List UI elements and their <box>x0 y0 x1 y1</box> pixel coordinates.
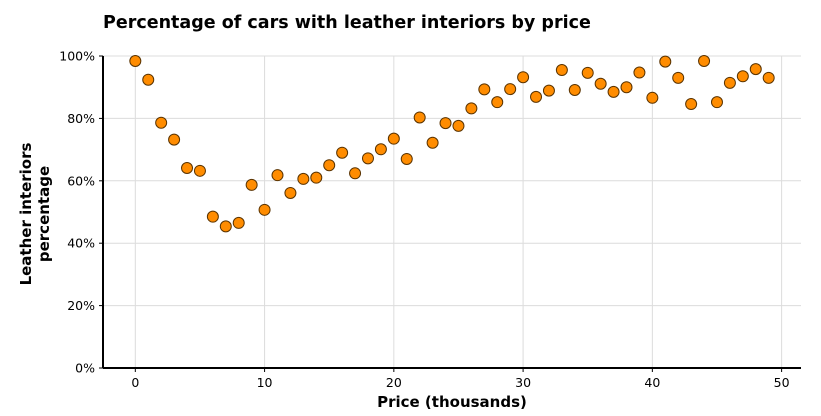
data-point <box>685 98 698 111</box>
y-tick-label: 60% <box>67 173 95 188</box>
data-point <box>659 55 672 68</box>
x-axis-title: Price (thousands) <box>377 393 527 411</box>
y-tick-label: 80% <box>67 111 95 126</box>
x-tick-label: 30 <box>515 375 531 390</box>
data-point <box>517 71 530 84</box>
data-point <box>206 210 219 223</box>
data-point <box>181 162 194 175</box>
x-tick-label: 10 <box>257 375 273 390</box>
data-points <box>129 54 775 233</box>
data-point <box>323 159 336 172</box>
data-point <box>349 167 362 180</box>
data-point <box>284 186 297 199</box>
axes <box>99 55 801 372</box>
data-point <box>555 64 568 77</box>
data-point <box>710 96 723 109</box>
y-axis-title-line-1: Leather interiors <box>17 143 35 286</box>
x-tick-label: 0 <box>131 375 139 390</box>
data-point <box>672 71 685 84</box>
chart-title: Percentage of cars with leather interior… <box>103 13 591 33</box>
data-point <box>530 90 543 103</box>
data-point <box>168 133 181 146</box>
data-point <box>155 116 168 129</box>
data-point <box>297 172 310 185</box>
data-point <box>504 83 517 96</box>
data-point <box>607 85 620 98</box>
y-axis-title-line-2: percentage <box>35 166 53 262</box>
data-point <box>698 54 711 67</box>
data-point <box>361 152 374 165</box>
y-tick-label: 20% <box>67 298 95 313</box>
data-point <box>581 66 594 79</box>
data-point <box>400 152 413 165</box>
data-point <box>413 111 426 124</box>
data-point <box>426 136 439 149</box>
x-tick-label: 40 <box>644 375 660 390</box>
data-point <box>478 83 491 96</box>
data-point <box>620 81 633 94</box>
data-point <box>245 178 258 191</box>
tick-labels: 0 10 20 30 40 50 0% 20% 40% 60% 80% 100% <box>59 49 789 391</box>
x-tick-label: 50 <box>774 375 790 390</box>
data-point <box>736 70 749 83</box>
data-point <box>129 54 142 67</box>
x-tick-label: 20 <box>386 375 402 390</box>
data-point <box>232 216 245 229</box>
data-point <box>723 76 736 89</box>
y-tick-label: 40% <box>67 236 95 251</box>
data-point <box>452 119 465 132</box>
y-tick-label: 100% <box>59 49 95 64</box>
data-point <box>374 143 387 156</box>
data-point <box>465 102 478 115</box>
data-point <box>749 63 762 76</box>
data-point <box>193 164 206 177</box>
data-point <box>142 73 155 86</box>
data-point <box>594 77 607 90</box>
data-point <box>439 117 452 130</box>
data-point <box>387 132 400 145</box>
data-point <box>336 146 349 159</box>
data-point <box>542 84 555 97</box>
data-point <box>271 169 284 182</box>
data-point <box>258 203 271 216</box>
data-point <box>491 96 504 109</box>
data-point <box>568 84 581 97</box>
data-point <box>646 91 659 104</box>
data-point <box>219 220 232 233</box>
y-tick-label: 0% <box>75 361 95 376</box>
data-point <box>762 71 775 84</box>
data-point <box>310 171 323 184</box>
data-point <box>633 66 646 79</box>
